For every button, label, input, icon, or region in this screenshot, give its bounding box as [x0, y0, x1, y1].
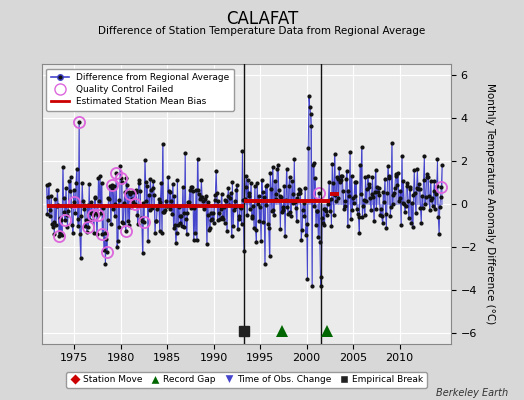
Text: CALAFAT: CALAFAT	[226, 10, 298, 28]
Legend: Station Move, Record Gap, Time of Obs. Change, Empirical Break: Station Move, Record Gap, Time of Obs. C…	[66, 372, 427, 388]
Y-axis label: Monthly Temperature Anomaly Difference (°C): Monthly Temperature Anomaly Difference (…	[485, 83, 495, 325]
Legend: Difference from Regional Average, Quality Control Failed, Estimated Station Mean: Difference from Regional Average, Qualit…	[47, 68, 234, 111]
Text: Difference of Station Temperature Data from Regional Average: Difference of Station Temperature Data f…	[99, 26, 425, 36]
Text: Berkeley Earth: Berkeley Earth	[436, 388, 508, 398]
